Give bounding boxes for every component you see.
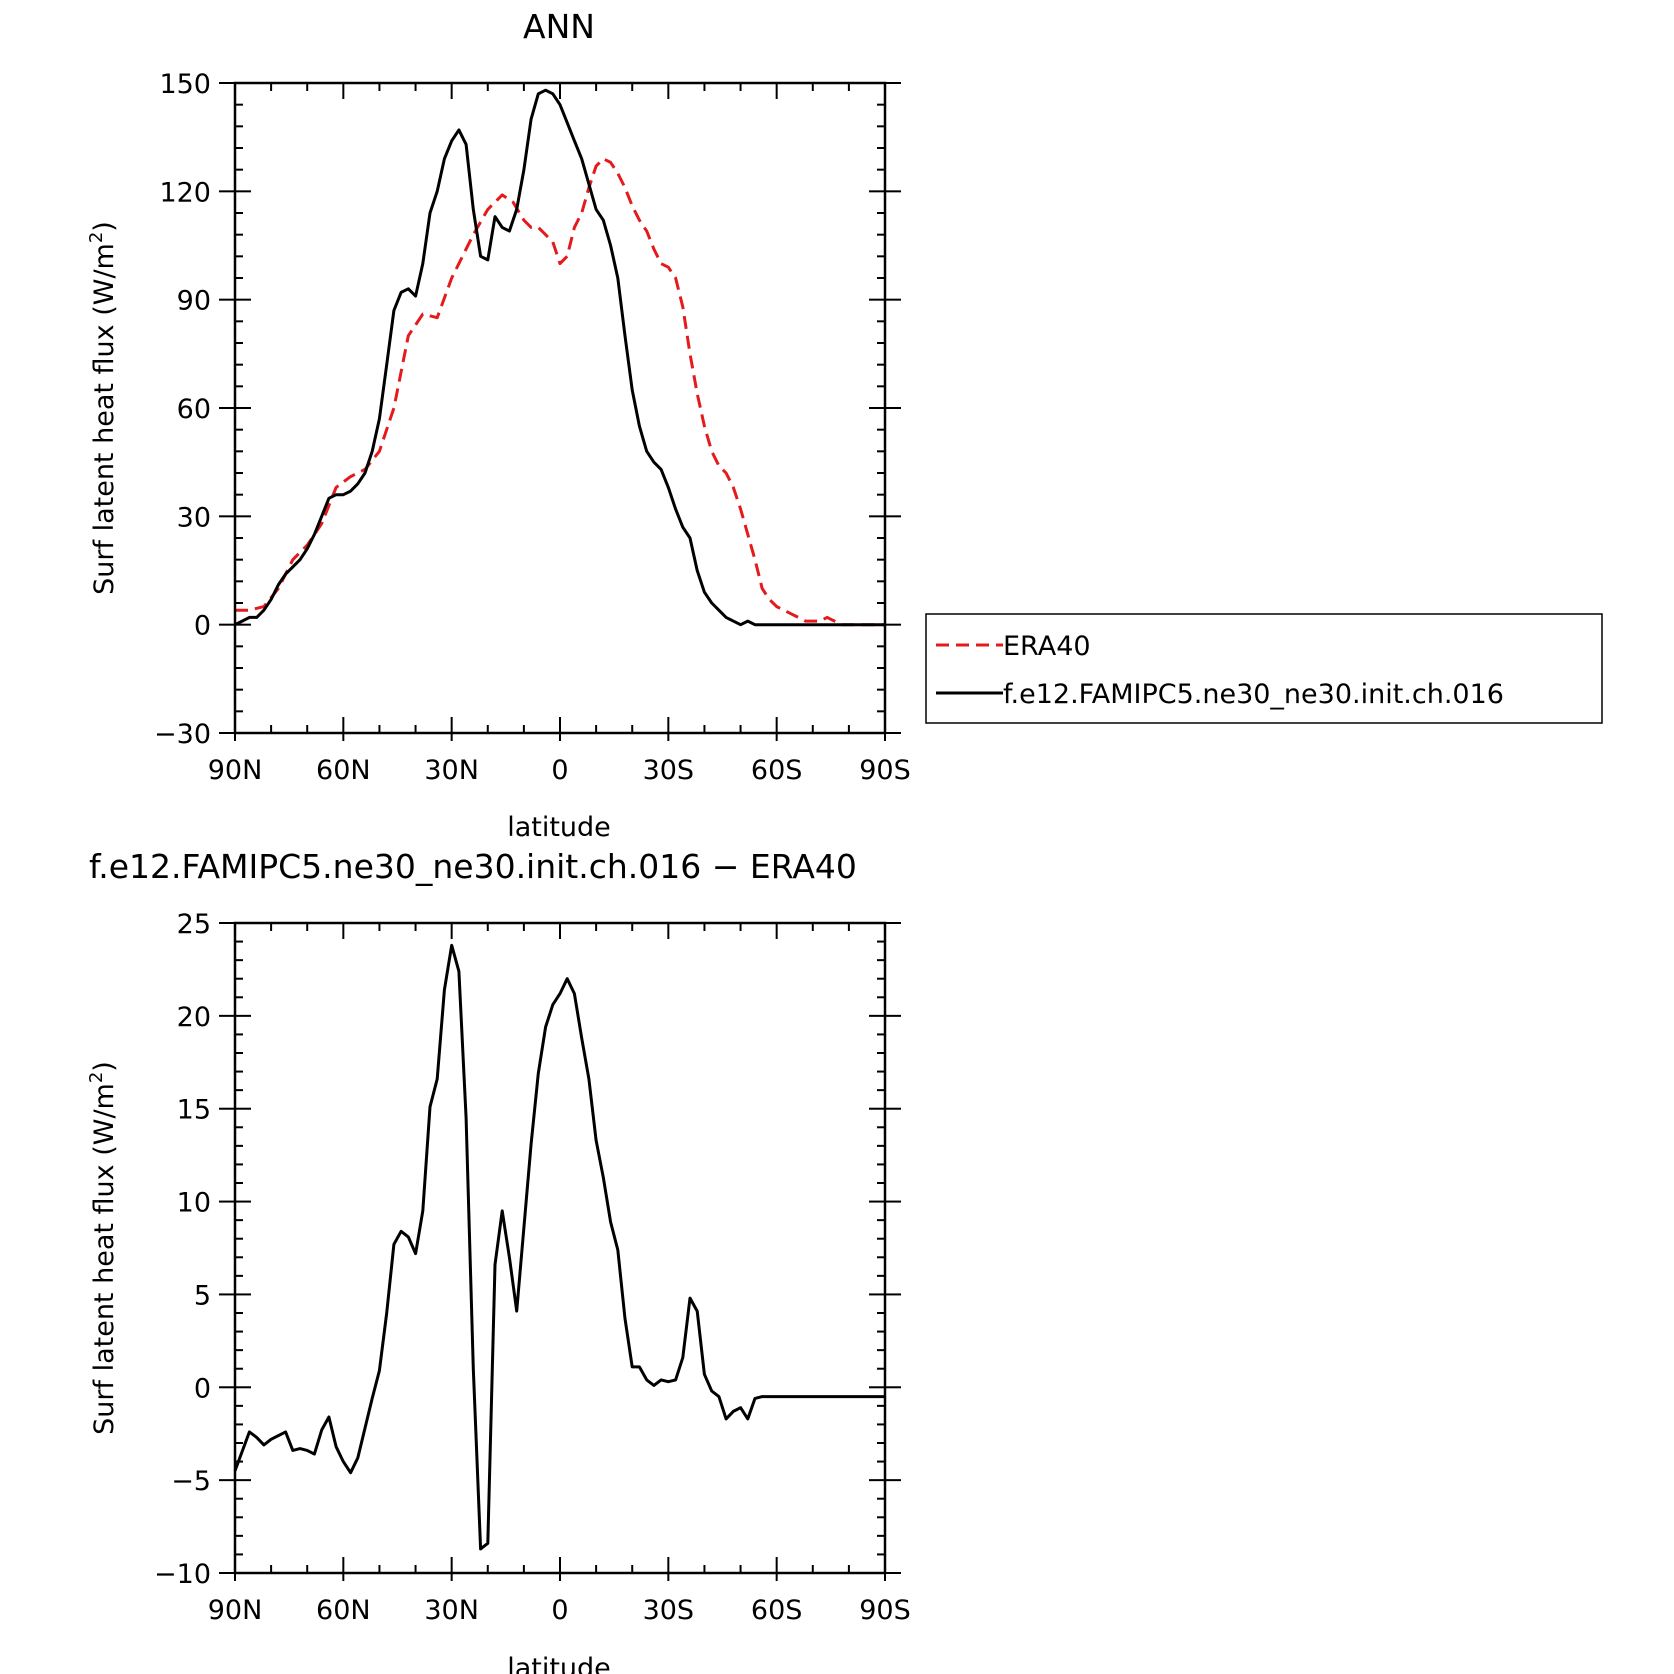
y-tick-label: 20 bbox=[177, 1002, 211, 1033]
x-tick-label: 0 bbox=[551, 755, 568, 786]
y-tick-label: 0 bbox=[194, 1373, 211, 1404]
bottom-y-axis-label: Surf latent heat flux (W/m2) bbox=[86, 1061, 120, 1435]
top-y-axis-label: Surf latent heat flux (W/m2) bbox=[86, 221, 120, 595]
legend-label-era40: ERA40 bbox=[1003, 631, 1091, 662]
x-tick-label: 60S bbox=[751, 755, 803, 786]
x-tick-label: 30S bbox=[643, 755, 695, 786]
bottom-plot-frame bbox=[233, 921, 887, 1575]
y-tick-label: 5 bbox=[194, 1280, 211, 1311]
legend-label-model: f.e12.FAMIPC5.ne30_ne30.init.ch.016 bbox=[1003, 679, 1504, 710]
y-tick-label: 25 bbox=[177, 909, 211, 940]
top-plot-frame bbox=[233, 81, 887, 735]
bottom-ticks: 90N 60N 30N 0 30S 60S 90S −10 −5 0 5 10 15 20 25 bbox=[154, 909, 911, 1626]
y-tick-label: −30 bbox=[154, 719, 211, 750]
x-tick-label: 30S bbox=[643, 1595, 695, 1626]
x-tick-label: 60N bbox=[316, 755, 371, 786]
top-series bbox=[234, 88, 885, 627]
y-tick-label: 90 bbox=[177, 286, 211, 317]
bottom-chart-title: f.e12.FAMIPC5.ne30_ne30.init.ch.016 − ER… bbox=[89, 847, 857, 886]
y-tick-label: 120 bbox=[159, 177, 211, 208]
x-tick-label: 30N bbox=[424, 1595, 479, 1626]
legend-box bbox=[925, 613, 1603, 724]
x-tick-label: 90N bbox=[208, 1595, 263, 1626]
x-tick-label: 30N bbox=[424, 755, 479, 786]
top-ticks: 90N 60N 30N 0 30S 60S 90S −30 0 30 60 90 120 150 bbox=[154, 69, 911, 786]
top-x-axis-label: latitude bbox=[507, 812, 611, 843]
y-tick-label: 150 bbox=[159, 69, 211, 100]
x-tick-label: 90S bbox=[859, 1595, 911, 1626]
series-line-0-0 bbox=[235, 157, 885, 627]
series-line-0-1 bbox=[234, 88, 885, 627]
legend: ERA40 f.e12.FAMIPC5.ne30_ne30.init.ch.01… bbox=[925, 613, 1603, 724]
x-tick-label: 60S bbox=[751, 1595, 803, 1626]
x-tick-label: 90S bbox=[859, 755, 911, 786]
y-tick-label: 15 bbox=[177, 1095, 211, 1126]
y-tick-label: 30 bbox=[177, 502, 211, 533]
y-tick-label: 0 bbox=[194, 611, 211, 642]
x-tick-label: 60N bbox=[316, 1595, 371, 1626]
top-panel: ANN 90N 60N 30N 0 30S 60S 90S−300306090120150 … bbox=[86, 7, 1603, 843]
y-tick-label: −5 bbox=[171, 1466, 211, 1497]
y-tick-label: 60 bbox=[177, 394, 211, 425]
y-tick-label: −10 bbox=[154, 1559, 211, 1590]
top-chart-title: ANN bbox=[523, 7, 595, 46]
bottom-series bbox=[233, 943, 885, 1551]
y-tick-label: 10 bbox=[177, 1188, 211, 1219]
series-line-1-0 bbox=[233, 943, 885, 1551]
x-tick-label: 90N bbox=[208, 755, 263, 786]
bottom-panel: f.e12.FAMIPC5.ne30_ne30.init.ch.016 − ER… bbox=[86, 847, 911, 1674]
bottom-x-axis-label: latitude bbox=[507, 1653, 611, 1674]
x-tick-label: 0 bbox=[551, 1595, 568, 1626]
